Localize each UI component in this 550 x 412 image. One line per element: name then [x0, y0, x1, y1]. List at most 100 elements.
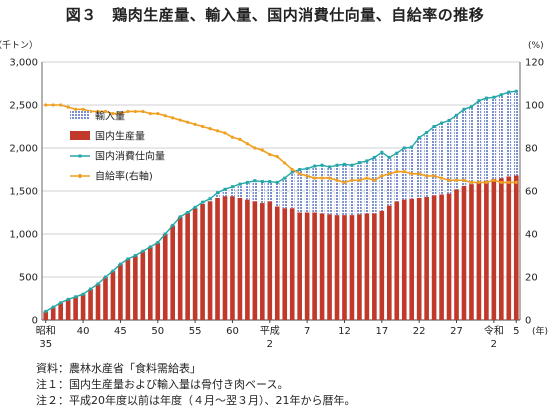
- consumption-point: [283, 176, 287, 180]
- consumption-point: [59, 301, 63, 305]
- production-bar: [484, 180, 489, 320]
- consumption-point: [148, 245, 152, 249]
- y-axis-unit: （千トン）: [0, 40, 38, 51]
- consumption-point: [111, 269, 115, 273]
- imports-bar: [506, 92, 512, 177]
- y2-tick-label: 40: [525, 230, 538, 241]
- consumption-point: [201, 200, 205, 204]
- self-sufficiency-point: [44, 103, 48, 107]
- imports-bar: [372, 157, 377, 214]
- self-sufficiency-point: [327, 176, 332, 180]
- consumption-point: [230, 185, 234, 189]
- consumption-point: [208, 197, 212, 201]
- self-sufficiency-point: [290, 167, 294, 172]
- production-bar: [133, 255, 138, 320]
- x-tick-label-line2: 2: [267, 339, 273, 350]
- consumption-point: [455, 113, 459, 117]
- self-sufficiency-point: [514, 180, 518, 184]
- imports-bar: [245, 182, 250, 200]
- production-bar: [162, 234, 168, 320]
- consumption-point: [402, 146, 406, 150]
- self-sufficiency-point: [395, 170, 399, 174]
- consumption-point: [171, 223, 175, 227]
- self-sufficiency-point: [365, 176, 369, 180]
- production-bar: [424, 197, 429, 320]
- production-bar: [177, 216, 183, 320]
- imports-bar: [230, 186, 235, 197]
- self-sufficiency-point: [81, 107, 85, 111]
- production-bar: [416, 197, 422, 320]
- consumption-point: [350, 163, 354, 167]
- production-bar: [379, 210, 385, 320]
- self-sufficiency-point: [245, 142, 249, 146]
- imports-bar: [327, 166, 332, 215]
- self-sufficiency-point: [410, 172, 414, 176]
- imports-bar: [252, 180, 258, 202]
- production-bar: [372, 213, 377, 320]
- y-tick-label: 2,500: [9, 101, 38, 112]
- consumption-point: [141, 249, 145, 253]
- consumption-point: [74, 295, 78, 299]
- x-axis-unit: (年): [532, 325, 548, 337]
- note-2: 注２：平成20年度以前は年度（４月～翌３月）、21年から暦年。: [36, 394, 356, 407]
- self-sufficiency-point: [193, 122, 197, 126]
- imports-bar: [461, 109, 467, 186]
- imports-bar: [364, 160, 370, 214]
- note-1: 注１：国内生産量および輸入量は骨付き肉ベース。: [36, 378, 289, 391]
- consumption-point: [290, 170, 294, 174]
- self-sufficiency-point: [417, 172, 421, 176]
- self-sufficiency-point: [425, 174, 429, 178]
- legend-production-swatch: [70, 131, 90, 140]
- consumption-point: [507, 90, 511, 94]
- y-tick-label: 1,500: [9, 187, 38, 198]
- production-bar: [110, 270, 116, 320]
- legend-label: 自給率(右軸): [95, 170, 153, 183]
- production-bar: [155, 242, 161, 320]
- imports-bar: [222, 189, 228, 197]
- y2-tick-label: 60: [525, 187, 538, 198]
- self-sufficiency-point: [230, 135, 235, 139]
- imports-bar: [342, 164, 347, 216]
- production-bar: [147, 246, 153, 320]
- notes: 資料：農林水産省「食料需給表」 注１：国内生産量および輸入量は骨付き肉ベース。 …: [36, 361, 356, 409]
- consumption-point: [320, 163, 324, 167]
- x-tick-label: 昭和: [36, 325, 56, 337]
- imports-bar: [297, 169, 302, 213]
- self-sufficiency-point: [186, 120, 190, 124]
- consumption-point: [305, 167, 309, 171]
- x-tick-label: 55: [189, 326, 202, 337]
- legend-consumption-marker: [78, 154, 82, 158]
- consumption-point: [492, 95, 496, 99]
- chart-title: 図３ 鶏肉生産量、輸入量、国内消費仕向量、自給率の推移: [65, 6, 485, 24]
- x-tick-label: 平成: [260, 325, 280, 337]
- imports-bar: [439, 123, 444, 195]
- x-tick-label: 40: [77, 326, 90, 337]
- y2-tick-label: 0: [525, 316, 531, 327]
- imports-bar: [424, 132, 429, 198]
- consumption-point: [447, 118, 451, 122]
- x-tick-label: 12: [338, 326, 351, 337]
- production-bar: [431, 195, 437, 320]
- production-bar: [192, 208, 198, 320]
- self-sufficiency-point: [59, 103, 63, 107]
- imports-bar: [260, 181, 265, 204]
- production-bar: [50, 307, 56, 320]
- production-bar: [274, 206, 280, 320]
- consumption-point: [89, 287, 93, 291]
- production-bar: [80, 294, 86, 320]
- consumption-point: [365, 159, 369, 163]
- x-tick-label: 22: [413, 326, 426, 337]
- self-sufficiency-point: [178, 118, 182, 122]
- y2-tick-label: 80: [525, 144, 538, 155]
- consumption-point: [298, 168, 302, 171]
- imports-bar: [349, 165, 355, 216]
- imports-bar: [357, 162, 362, 215]
- self-sufficiency-point: [283, 161, 287, 165]
- consumption-point: [178, 215, 182, 219]
- self-sufficiency-point: [133, 109, 137, 114]
- consumption-point: [484, 96, 488, 100]
- consumption-point: [372, 155, 376, 159]
- x-tick-label: 令和: [484, 324, 504, 337]
- production-bar: [319, 213, 325, 320]
